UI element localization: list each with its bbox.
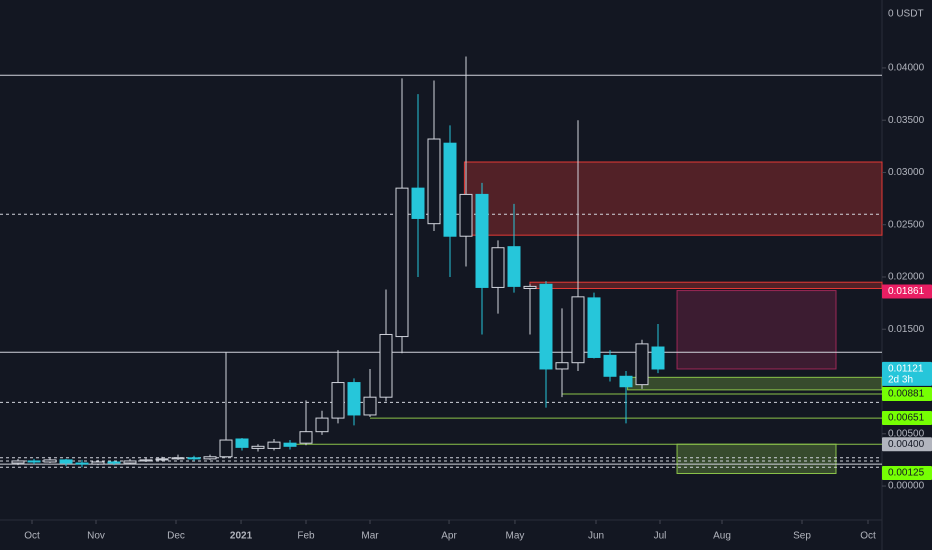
y-tick-label: 0.00500	[888, 428, 925, 439]
candle-body	[139, 459, 153, 462]
candle-body	[459, 193, 473, 237]
candle-body	[651, 346, 665, 370]
price-badge-label: 0.00125	[888, 468, 925, 479]
candle-body	[11, 460, 25, 464]
y-tick-label: 0.03500	[888, 115, 925, 126]
candle-body	[267, 441, 281, 449]
zone	[676, 290, 837, 370]
candle-body	[539, 283, 553, 370]
candle-body	[411, 187, 425, 219]
price-badge-label: 0.00400	[888, 439, 925, 450]
zone	[627, 376, 883, 391]
candle-body	[427, 138, 441, 225]
candle-body	[363, 396, 377, 416]
candle-body	[347, 382, 361, 416]
price-badge-label: 0.01861	[888, 286, 925, 297]
candle-body	[171, 457, 185, 460]
candle-body	[187, 457, 201, 460]
x-tick-label: Jun	[588, 531, 604, 542]
candle-body	[507, 246, 521, 287]
y-tick-label: 0.01500	[888, 324, 925, 335]
x-tick-label: Jul	[654, 531, 667, 542]
candle-body	[603, 354, 617, 377]
candle-body	[315, 417, 329, 433]
candle-body	[443, 142, 457, 237]
zone	[529, 281, 883, 289]
x-tick-label: Aug	[713, 531, 731, 542]
candle-body	[91, 461, 105, 465]
y-tick-label: 0.02000	[888, 272, 925, 283]
x-tick-label: Oct	[860, 531, 876, 542]
candle-body	[27, 460, 41, 463]
price-badge-label: 0.01121	[888, 364, 924, 375]
candle-body	[219, 439, 233, 458]
candle-body	[491, 247, 505, 288]
candle-body	[43, 459, 57, 463]
candle-body	[283, 442, 297, 447]
x-tick-label: Sep	[793, 531, 811, 542]
y-tick-label: 0.02500	[888, 219, 925, 230]
price-badge	[882, 437, 932, 452]
x-tick-label: Oct	[24, 531, 40, 542]
candle-body	[571, 296, 585, 364]
y-tick-label: 0.03000	[888, 167, 925, 178]
candle-body	[619, 375, 633, 388]
candle-body	[635, 343, 649, 386]
x-tick-label: 2021	[230, 531, 253, 542]
candle-body	[331, 382, 345, 419]
price-badge	[882, 386, 932, 401]
x-tick-label: Dec	[167, 531, 185, 542]
candle-body	[299, 431, 313, 444]
y-tick-label: 0.04000	[888, 63, 925, 74]
y-tick-label: 0.00000	[888, 481, 925, 492]
price-badge	[882, 361, 932, 386]
price-badge	[882, 465, 932, 480]
candle-body	[155, 458, 169, 461]
candle-body	[107, 461, 121, 464]
x-tick-label: Feb	[297, 531, 315, 542]
candle-body	[59, 459, 73, 464]
x-tick-label: Apr	[441, 531, 457, 542]
y-axis-label: 0 USDT	[888, 9, 924, 20]
candle-body	[203, 456, 217, 460]
candle-body	[523, 285, 537, 289]
candle-body	[395, 187, 409, 338]
candle-body	[75, 462, 89, 465]
candle-body	[235, 438, 249, 448]
candle-body	[123, 460, 137, 464]
price-badge	[882, 410, 932, 425]
candle-body	[555, 362, 569, 370]
zone	[463, 161, 883, 236]
candle-body	[587, 297, 601, 358]
price-badge	[882, 284, 932, 299]
candle-body	[251, 445, 265, 449]
x-tick-label: Nov	[87, 531, 105, 542]
price-badge-label: 0.00881	[888, 389, 925, 400]
candle-body	[475, 193, 489, 288]
zone	[676, 443, 837, 474]
x-tick-label: May	[506, 531, 525, 542]
price-badge-label: 0.00651	[888, 413, 925, 424]
price-badge-sublabel: 2d 3h	[888, 375, 913, 386]
x-tick-label: Mar	[361, 531, 379, 542]
candle-body	[379, 333, 393, 398]
